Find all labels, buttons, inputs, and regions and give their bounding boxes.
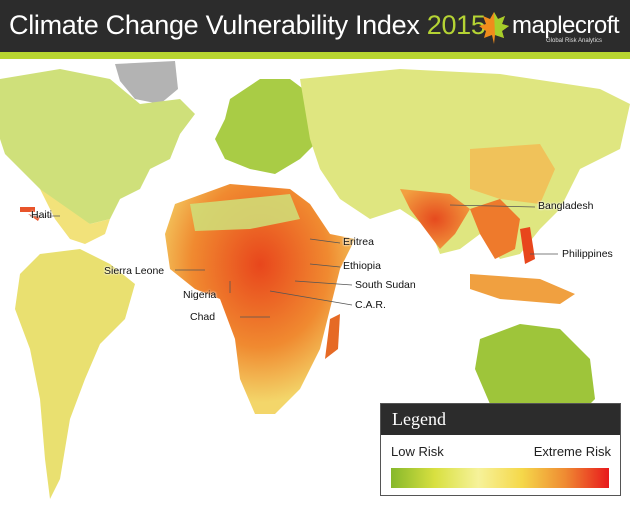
label-chad: Chad [190,311,216,323]
world-map [0,61,630,499]
leader-lines [30,204,558,318]
south-asia [400,189,470,249]
greenland [115,61,178,104]
title-year: 2015 [426,10,486,40]
label-car: C.A.R. [355,299,386,311]
logo-tagline: Global Risk Analytics [546,38,603,44]
title-text: Climate Change Vulnerability Index [9,10,420,40]
legend-high-label: Extreme Risk [533,444,611,459]
madagascar [325,314,340,359]
page-title: Climate Change Vulnerability Index 2015 [9,10,486,41]
accent-bar [0,52,630,59]
legend-low-label: Low Risk [391,444,444,459]
logo-name: maplecroft [512,12,620,39]
legend: Legend Low Risk Extreme Risk [380,403,621,496]
label-south-sudan: South Sudan [355,279,416,291]
legend-title: Legend [381,404,620,435]
indonesia [470,274,575,304]
label-philippines: Philippines [562,248,613,260]
label-nigeria: Nigeria [183,289,217,301]
maplecroft-logo: maplecroft Global Risk Analytics [478,10,628,50]
philippines [520,227,535,264]
caribbean [20,207,40,221]
label-bangladesh: Bangladesh [538,200,594,212]
legend-gradient-bar [391,468,609,488]
europe [215,79,330,174]
southeast-asia [470,199,520,259]
label-sierra-leone: Sierra Leone [104,265,165,277]
south-america [15,249,135,499]
label-ethiopia: Ethiopia [343,260,381,272]
asia [300,69,630,259]
label-eritrea: Eritrea [343,236,374,248]
north-america [0,69,195,224]
central-america [40,189,110,244]
africa [165,184,355,414]
maple-leaf-icon [479,12,509,44]
header-bar: Climate Change Vulnerability Index 2015 … [0,0,630,52]
label-haiti: Haiti [31,209,53,221]
sahara [190,194,300,231]
china [470,144,555,204]
australia [475,324,595,424]
